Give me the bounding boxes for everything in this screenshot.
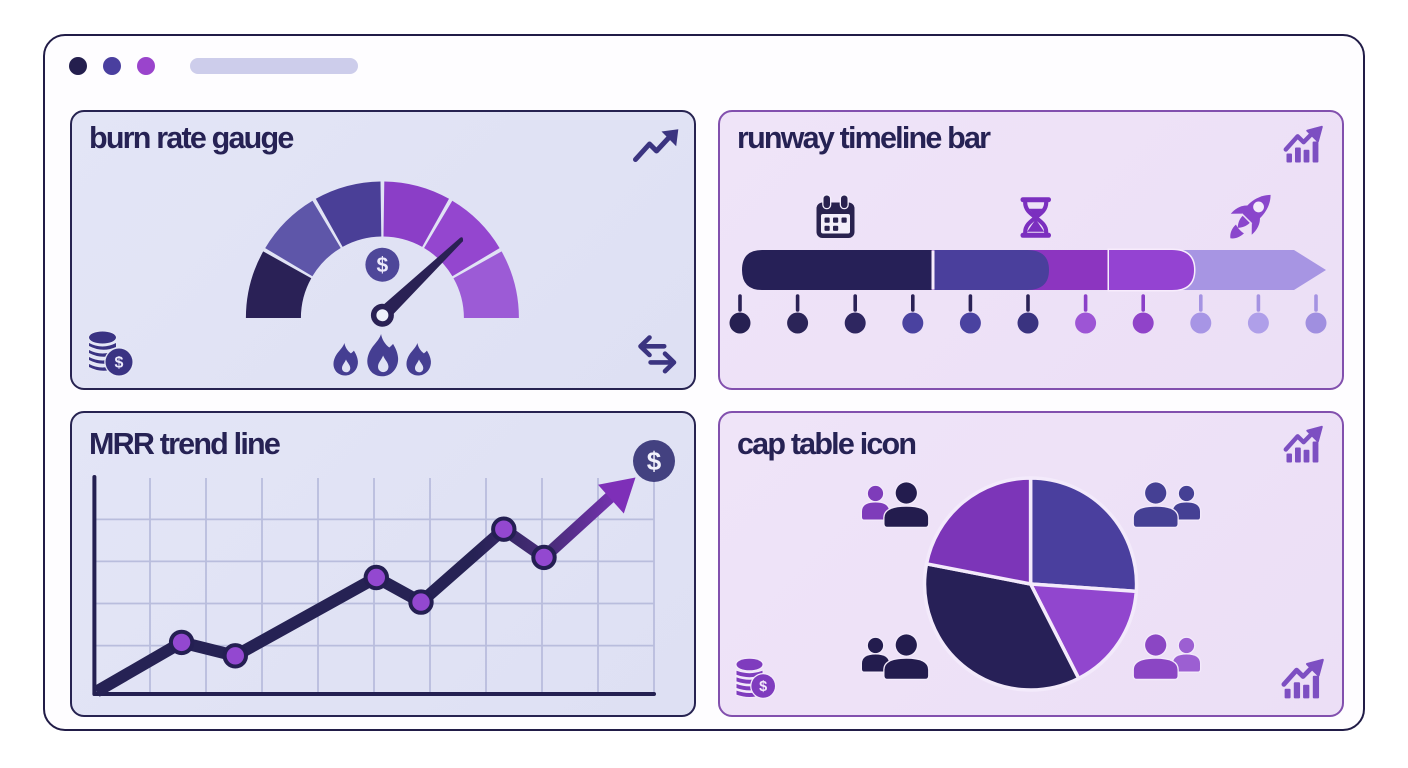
svg-text:cap table icon: cap table icon: [737, 427, 915, 461]
svg-text:$: $: [647, 446, 662, 476]
svg-text:MRR trend line: MRR trend line: [89, 427, 280, 461]
svg-text:$: $: [115, 355, 124, 372]
svg-text:burn rate gauge: burn rate gauge: [89, 121, 293, 155]
svg-text:$: $: [377, 254, 389, 277]
svg-text:$: $: [759, 679, 767, 695]
svg-text:runway timeline bar: runway timeline bar: [737, 121, 991, 155]
